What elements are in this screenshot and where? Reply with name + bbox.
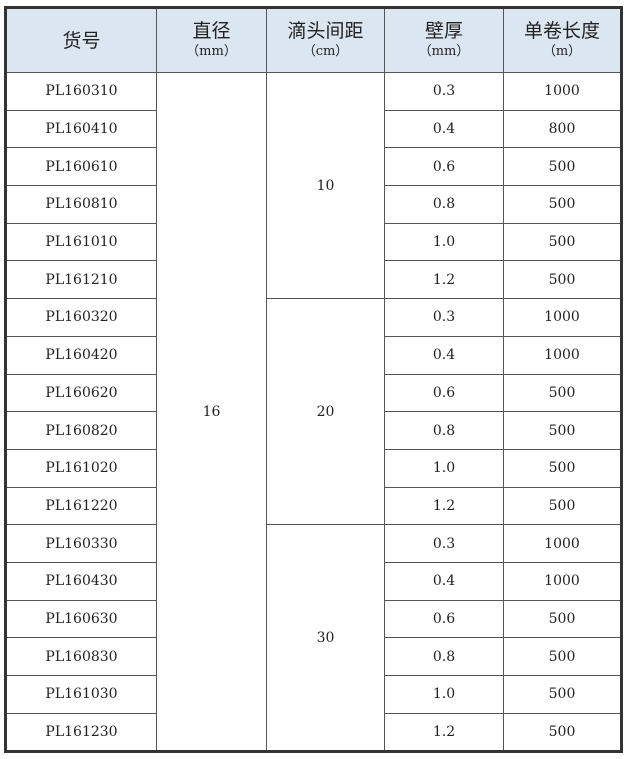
cell-code: PL160630 <box>5 599 157 639</box>
header-unit: （cm） <box>302 43 349 59</box>
cell-thickness: 1.0 <box>384 222 504 262</box>
cell-thickness: 0.6 <box>384 373 504 413</box>
table-row: PL160410 0.4 800 <box>5 109 622 149</box>
cell-code: PL160430 <box>5 561 157 601</box>
cell-length: 500 <box>503 448 622 488</box>
cell-diameter: 16 <box>156 71 267 753</box>
cell-thickness: 0.6 <box>384 599 504 639</box>
table-row: PL160810 0.8 500 <box>5 185 622 224</box>
cell-code: PL160330 <box>5 524 157 563</box>
cell-code: PL160830 <box>5 637 157 676</box>
table-row: PL160610 0.6 500 <box>5 147 622 187</box>
product-spec-table: 货号 直径 （mm） 滴头间距 （cm） 壁厚 （mm） 单卷长度 （m） PL1603… <box>4 6 623 754</box>
cell-length: 500 <box>503 712 622 753</box>
cell-length: 500 <box>503 373 622 413</box>
header-spacing: 滴头间距 （cm） <box>266 7 385 73</box>
cell-code: PL161020 <box>5 448 157 488</box>
header-length: 单卷长度 （m） <box>503 7 622 73</box>
cell-code: PL160410 <box>5 109 157 149</box>
cell-length: 500 <box>503 637 622 676</box>
cell-code: PL161010 <box>5 222 157 262</box>
cell-length: 500 <box>503 222 622 262</box>
cell-thickness: 0.8 <box>384 185 504 224</box>
cell-code: PL160620 <box>5 373 157 413</box>
cell-length: 500 <box>503 411 622 450</box>
cell-thickness: 0.4 <box>384 335 504 375</box>
table-row: PL161020 1.0 500 <box>5 448 622 488</box>
cell-length: 1000 <box>503 561 622 601</box>
cell-length: 500 <box>503 486 622 526</box>
cell-length: 1000 <box>503 72 622 111</box>
table-row: PL160620 0.6 500 <box>5 373 622 413</box>
table-row: PL160630 0.6 500 <box>5 599 622 639</box>
cell-code: PL161030 <box>5 675 157 714</box>
table-row: PL160310 16 10 0.3 1000 <box>5 71 622 753</box>
cell-length: 1000 <box>503 298 622 337</box>
table-row: PL160320 20 0.3 1000 <box>5 298 622 526</box>
cell-length: 500 <box>503 675 622 714</box>
cell-length: 800 <box>503 109 622 149</box>
cell-thickness: 0.4 <box>384 109 504 149</box>
header-title: 货号 <box>62 29 101 52</box>
table-row: PL160420 0.4 1000 <box>5 335 622 375</box>
cell-code: PL160820 <box>5 411 157 450</box>
cell-thickness: 1.2 <box>384 260 504 300</box>
cell-spacing: 20 <box>266 298 385 526</box>
table-row: PL160820 0.8 500 <box>5 411 622 450</box>
cell-thickness: 0.8 <box>384 637 504 676</box>
cell-thickness: 1.2 <box>384 712 504 753</box>
cell-length: 500 <box>503 147 622 187</box>
header-row: 货号 直径 （mm） 滴头间距 （cm） 壁厚 （mm） 单卷长度 （m） <box>5 7 622 73</box>
cell-length: 1000 <box>503 524 622 563</box>
cell-code: PL160810 <box>5 185 157 224</box>
table-body: PL160310 16 10 0.3 1000 PL160410 0.4 800 PL16061… <box>5 71 622 753</box>
header-title: 单卷长度 <box>523 19 600 42</box>
cell-code: PL161220 <box>5 486 157 526</box>
cell-spacing: 30 <box>266 524 385 753</box>
header-diameter: 直径 （mm） <box>156 7 267 73</box>
table-row: PL161230 1.2 500 <box>5 712 622 753</box>
header-title: 直径 <box>192 19 231 42</box>
cell-thickness: 0.4 <box>384 561 504 601</box>
table-row: PL161220 1.2 500 <box>5 486 622 526</box>
cell-code: PL160610 <box>5 147 157 187</box>
cell-code: PL160310 <box>5 72 157 111</box>
table-row: PL160830 0.8 500 <box>5 637 622 676</box>
cell-code: PL160320 <box>5 298 157 337</box>
cell-length: 500 <box>503 260 622 300</box>
cell-length: 1000 <box>503 335 622 375</box>
cell-code: PL161230 <box>5 712 157 753</box>
cell-thickness: 1.0 <box>384 675 504 714</box>
cell-thickness: 0.6 <box>384 147 504 187</box>
table-row: PL160330 30 0.3 1000 <box>5 524 622 753</box>
header-unit: （mm） <box>418 43 470 59</box>
header-code: 货号 <box>5 7 157 73</box>
header-unit: （mm） <box>186 43 237 59</box>
cell-length: 500 <box>503 185 622 224</box>
cell-length: 500 <box>503 599 622 639</box>
cell-thickness: 1.0 <box>384 448 504 488</box>
cell-thickness: 0.3 <box>384 298 504 337</box>
cell-code: PL161210 <box>5 260 157 300</box>
cell-thickness: 0.3 <box>384 72 504 111</box>
header-thickness: 壁厚 （mm） <box>384 7 504 73</box>
table-row: PL160430 0.4 1000 <box>5 561 622 601</box>
header-title: 壁厚 <box>424 19 463 42</box>
table-row: PL161010 1.0 500 <box>5 222 622 262</box>
cell-thickness: 0.8 <box>384 411 504 450</box>
header-title: 滴头间距 <box>287 19 364 42</box>
cell-spacing: 10 <box>266 71 385 300</box>
table-row: PL161210 1.2 500 <box>5 260 622 300</box>
cell-thickness: 1.2 <box>384 486 504 526</box>
cell-code: PL160420 <box>5 335 157 375</box>
cell-thickness: 0.3 <box>384 524 504 563</box>
header-unit: （m） <box>542 43 582 59</box>
